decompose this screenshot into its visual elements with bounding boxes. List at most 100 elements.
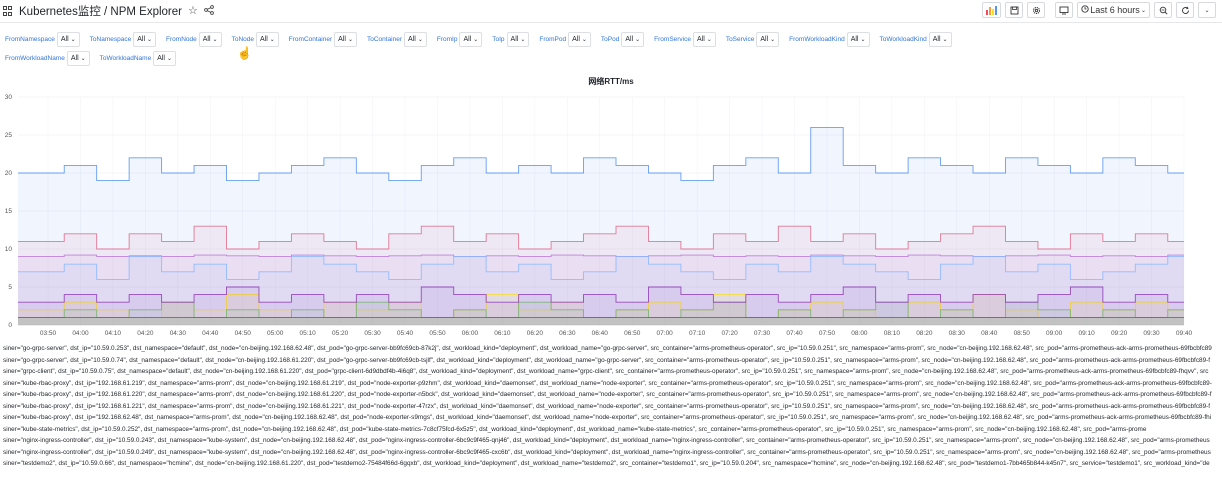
legend-item[interactable]: siner="grpc-client", dst_ip="10.59.0.75"… xyxy=(3,368,1209,375)
refresh-interval-chevron-icon[interactable]: ⌄ xyxy=(1198,2,1216,18)
y-tick-label: 20 xyxy=(5,170,13,177)
chevron-down-icon: ⌄ xyxy=(860,37,866,43)
legend-item[interactable]: siner="nginx-ingress-controller", dst_ip… xyxy=(3,437,1210,444)
x-tick-label: 04:40 xyxy=(202,330,219,337)
x-tick-label: 07:00 xyxy=(657,330,674,337)
add-panel-icon[interactable] xyxy=(982,2,1001,18)
x-tick-label: 07:30 xyxy=(754,330,771,337)
y-tick-label: 30 xyxy=(5,94,13,101)
filter-value: All xyxy=(760,36,769,43)
filter-select[interactable]: All ⌄ xyxy=(66,51,90,66)
filter-label: ToService xyxy=(725,36,755,43)
x-tick-label: 06:30 xyxy=(559,330,576,337)
filter-select[interactable]: All ⌄ xyxy=(56,32,80,47)
dashboards-grid-icon[interactable] xyxy=(3,6,13,16)
x-tick-label: 05:50 xyxy=(429,330,446,337)
x-tick-label: 09:20 xyxy=(1111,330,1128,337)
legend-item[interactable]: siner="kube-rbac-proxy", dst_ip="192.168… xyxy=(3,402,1211,410)
filter-select[interactable]: All ⌄ xyxy=(198,32,222,47)
panel-title[interactable]: 网络RTT/ms xyxy=(588,77,634,86)
legend-item[interactable]: siner="kube-rbac-proxy", dst_ip="192.168… xyxy=(3,379,1212,387)
filter-select[interactable]: All ⌄ xyxy=(133,32,157,47)
clock-icon xyxy=(1081,5,1089,15)
legend-item[interactable]: siner="kube-rbac-proxy", dst_ip="192.168… xyxy=(3,414,1212,421)
legend-item[interactable]: siner="kube-state-metrics", dst_ip="10.5… xyxy=(3,425,1147,433)
y-tick-label: 0 xyxy=(8,322,12,329)
x-tick-label: 04:50 xyxy=(235,330,252,337)
star-icon[interactable]: ☆ xyxy=(187,4,198,17)
legend-item[interactable]: siner="nginx-ingress-controller", dst_ip… xyxy=(3,448,1211,456)
x-tick-label: 07:50 xyxy=(819,330,836,337)
filter-select[interactable]: All ⌄ xyxy=(756,32,780,47)
filter-select[interactable]: All ⌄ xyxy=(693,32,716,47)
legend-item[interactable]: siner="kube-rbac-proxy", dst_ip="192.168… xyxy=(3,391,1212,398)
x-tick-label: 06:00 xyxy=(462,330,479,337)
zoom-out-icon[interactable] xyxy=(1154,2,1172,18)
series-area xyxy=(18,287,1184,325)
filter-label: ToWorkloadName xyxy=(99,55,152,62)
chevron-down-icon: ⌄ xyxy=(635,37,641,43)
filter-select[interactable]: All ⌄ xyxy=(459,32,483,47)
x-tick-label: 09:40 xyxy=(1176,330,1193,337)
filter-select[interactable]: All ⌄ xyxy=(621,32,645,47)
filter-label: FromNamespace xyxy=(5,36,55,43)
x-tick-label: 05:40 xyxy=(397,330,414,337)
time-range-picker[interactable]: Last 6 hours ⌄ xyxy=(1077,2,1150,18)
filter-select[interactable]: All ⌄ xyxy=(928,32,952,47)
filter-select[interactable]: All ⌄ xyxy=(846,32,870,47)
filter-value: All xyxy=(202,36,211,43)
filter-value: All xyxy=(850,36,859,43)
filter-label: FromIp xyxy=(436,36,458,43)
filter-label: FromNode xyxy=(166,36,197,43)
legend-item[interactable]: siner="testdemo2", dst_ip="10.59.0.66", … xyxy=(3,460,1210,467)
x-tick-label: 08:10 xyxy=(884,330,901,337)
x-tick-label: 06:20 xyxy=(527,330,544,337)
legend-item[interactable]: siner="go-grpc-server", dst_ip="10.59.0.… xyxy=(3,356,1211,364)
chevron-down-icon: ⌄ xyxy=(70,37,76,43)
chevron-down-icon: ⌄ xyxy=(473,37,479,43)
filter-label: FromContainer xyxy=(288,36,333,43)
filter-select[interactable]: All ⌄ xyxy=(255,32,279,47)
filter-select[interactable]: All ⌄ xyxy=(153,51,177,66)
series-line xyxy=(18,301,1184,318)
tv-mode-icon[interactable] xyxy=(1055,2,1073,18)
x-tick-label: 06:50 xyxy=(624,330,641,337)
chevron-down-icon: ⌄ xyxy=(80,56,86,62)
y-tick-label: 5 xyxy=(8,284,12,291)
filter-value: All xyxy=(70,55,79,62)
mouse-cursor-icon: ☝ xyxy=(237,46,252,60)
filter-select[interactable]: All ⌄ xyxy=(506,32,530,47)
filter-select[interactable]: All ⌄ xyxy=(334,32,357,47)
x-tick-label: 08:30 xyxy=(949,330,966,337)
filter-label: ToNode xyxy=(231,36,254,43)
filter-label: FromService xyxy=(654,36,691,43)
series-line xyxy=(18,126,1184,182)
filter-label: ToWorkloadKind xyxy=(879,36,927,43)
dashboard-title[interactable]: Kubernetes监控 / NPM Explorer xyxy=(19,6,182,18)
settings-icon[interactable] xyxy=(1027,2,1045,18)
filter-value: All xyxy=(510,36,519,43)
chevron-down-icon: ⌄ xyxy=(942,37,948,43)
chevron-down-icon: ⌄ xyxy=(212,37,218,43)
time-range-label: Last 6 hours xyxy=(1090,5,1140,15)
refresh-icon[interactable] xyxy=(1176,2,1194,18)
series-line xyxy=(18,225,1184,250)
filter-value: All xyxy=(572,36,580,43)
series-area xyxy=(18,256,1184,325)
rtt-line-chart[interactable]: 0 5 10 15 20 25 30 03:50 04:00 04:10 04:20 04:30 04:… xyxy=(0,87,1222,343)
chevron-down-icon: ⌄ xyxy=(706,37,712,43)
chevron-down-icon: ⌄ xyxy=(520,37,526,43)
legend-item[interactable]: siner="go-grpc-server", dst_ip="10.59.0.… xyxy=(3,345,1212,352)
x-tick-label: 04:00 xyxy=(72,330,89,337)
filter-label: ToPod xyxy=(600,36,620,43)
filter-select[interactable]: All ⌄ xyxy=(568,32,591,47)
save-icon[interactable] xyxy=(1005,2,1023,18)
variable-filters: FromNamespace All ⌄ ToNamespace All ⌄ FromNode… xyxy=(3,31,1203,69)
x-tick-label: 09:10 xyxy=(1078,330,1095,337)
dashboard-header: Kubernetes监控 / NPM Explorer ☆ Last 6 hou… xyxy=(0,0,1222,23)
filter-value: All xyxy=(625,36,634,43)
share-icon[interactable] xyxy=(204,4,214,18)
series-area xyxy=(18,302,1184,325)
filter-select[interactable]: All ⌄ xyxy=(404,32,427,47)
chevron-down-icon: ⌄ xyxy=(269,37,275,43)
